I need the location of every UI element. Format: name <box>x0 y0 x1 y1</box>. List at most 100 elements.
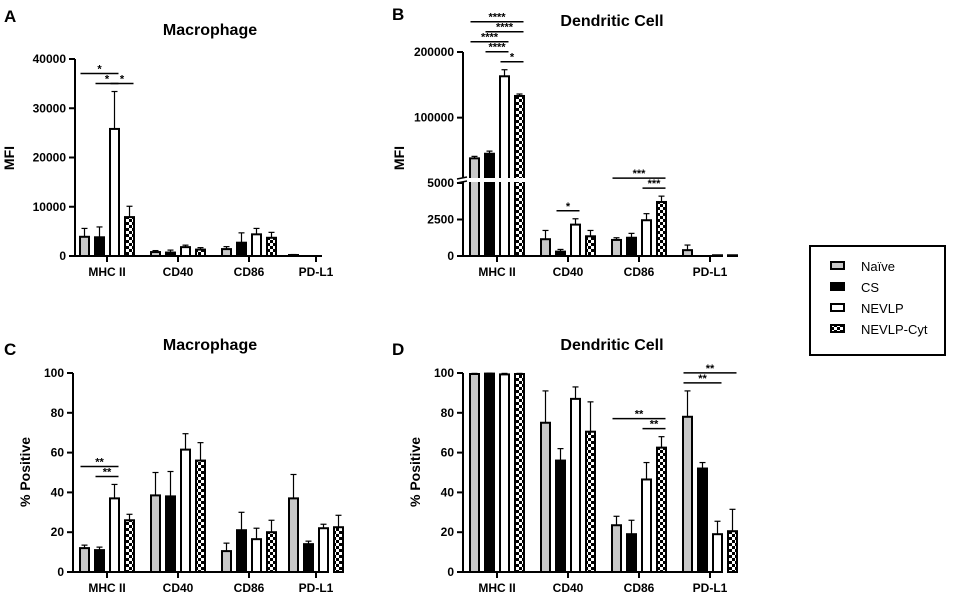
significance-label: **** <box>488 12 506 24</box>
bar-na-ve-cd86 <box>611 524 622 573</box>
significance-label: **** <box>481 32 499 44</box>
y-tick-label: 40000 <box>33 52 67 66</box>
bar-na-ve-pd-l1 <box>288 497 299 573</box>
significance-label: ** <box>698 373 707 385</box>
bar-nevlp-cyt-pd-l1 <box>333 526 344 573</box>
bar-nevlp-cd86 <box>641 478 652 573</box>
chart-title: Dendritic Cell <box>560 337 663 354</box>
bar-cs-mhc-ii <box>484 372 495 573</box>
bar-nevlp-mhc-ii <box>499 75 510 257</box>
y-tick-label: 200000 <box>414 45 454 59</box>
legend-swatch-nevlp-cyt <box>830 324 845 333</box>
y-axis-label: MFI <box>1 146 17 170</box>
bar-nevlp-cd40 <box>570 223 581 257</box>
x-tick-label: CD86 <box>234 581 265 595</box>
bar-nevlp-cd86 <box>641 219 652 257</box>
bar-na-ve-cd40 <box>540 421 551 573</box>
panel-label: A <box>4 7 16 26</box>
bar-nevlp-cyt-cd40 <box>585 235 596 257</box>
chart-title: Dendritic Cell <box>560 13 663 30</box>
bar-na-ve-cd86 <box>611 238 622 258</box>
bar-na-ve-mhc-ii <box>469 157 480 257</box>
bar-nevlp-cyt-cd86 <box>656 446 667 573</box>
significance-label: ** <box>706 363 715 375</box>
chart-title: Macrophage <box>163 22 257 39</box>
x-tick-label: CD40 <box>553 265 584 279</box>
y-tick-label: 100000 <box>414 111 454 125</box>
bar-cs-pd-l1 <box>303 543 314 574</box>
bar-cs-pd-l1 <box>697 467 708 573</box>
chart-title: Macrophage <box>163 337 257 354</box>
x-tick-label: PD-L1 <box>299 265 334 279</box>
y-tick-label: 10000 <box>33 200 67 214</box>
x-tick-label: CD40 <box>163 265 194 279</box>
bar-cs-cd40 <box>165 495 176 574</box>
bar-nevlp-cyt-cd86 <box>656 200 667 257</box>
panel-label: D <box>392 340 404 359</box>
legend: Naïve CS NEVLP NEVLP-Cyt <box>809 245 946 356</box>
x-tick-label: PD-L1 <box>693 265 728 279</box>
panel-label: B <box>392 5 404 24</box>
y-tick-label: 20000 <box>33 151 67 165</box>
x-tick-label: MHC II <box>478 581 515 595</box>
bar-nevlp-cd40 <box>570 397 581 573</box>
bar-cs-mhc-ii <box>484 152 495 257</box>
legend-label: CS <box>861 280 879 295</box>
bar-nevlp-cyt-cd40 <box>585 430 596 573</box>
bar-na-ve-cd40 <box>540 238 551 258</box>
legend-swatch-na-ve <box>830 261 845 270</box>
x-tick-label: CD40 <box>163 581 194 595</box>
panel-a: A Macrophage MFI 0 10000 20000 30000 40000 MHC I… <box>1 7 334 279</box>
bar-nevlp-cyt-mhc-ii <box>514 372 525 573</box>
panel-b: B Dendritic Cell MFI 0 2500 5000 100000 200000 M… <box>391 5 738 279</box>
bar-nevlp-mhc-ii <box>109 497 120 573</box>
significance-label: ** <box>103 466 112 478</box>
legend-label: NEVLP <box>861 301 904 316</box>
bar-nevlp-pd-l1 <box>712 533 723 574</box>
bar-nevlp-cyt-cd86 <box>266 236 277 257</box>
y-axis-label: % Positive <box>407 437 423 507</box>
x-tick-label: CD86 <box>234 265 265 279</box>
significance-label: * <box>105 74 110 86</box>
bar-nevlp-pd-l1 <box>318 527 329 573</box>
bar-na-ve-mhc-ii <box>79 547 90 573</box>
significance-label: * <box>510 52 515 64</box>
bar-nevlp-cd40 <box>180 246 191 257</box>
axis-break-gap <box>457 178 722 182</box>
y-tick-label: 80 <box>51 406 65 420</box>
bar-nevlp-cyt-mhc-ii <box>514 94 525 257</box>
x-tick-label: MHC II <box>88 265 125 279</box>
bar-nevlp-mhc-ii <box>109 127 120 257</box>
bar-cs-cd86 <box>626 236 637 257</box>
significance-label: *** <box>648 178 662 190</box>
bar-na-ve-cd86 <box>221 550 232 573</box>
bar-na-ve-mhc-ii <box>79 235 90 257</box>
bar-na-ve-pd-l1 <box>682 415 693 573</box>
bar-nevlp-cd86 <box>251 538 262 573</box>
y-tick-label: 0 <box>59 249 66 263</box>
x-tick-label: CD86 <box>624 265 655 279</box>
y-tick-label: 40 <box>51 485 65 499</box>
y-tick-label: 20 <box>51 525 65 539</box>
panel-c: C Macrophage % Positive 0 20 40 60 80 100 MHC II C… <box>4 337 344 595</box>
significance-label: *** <box>633 168 647 180</box>
bar-nevlp-cyt-pd-l1 <box>727 530 738 574</box>
y-axis-label: % Positive <box>17 437 33 507</box>
x-tick-label: MHC II <box>478 265 515 279</box>
legend-label: Naïve <box>861 259 895 274</box>
y-tick-label: 0 <box>447 249 454 263</box>
bar-nevlp-cyt-pd-l1 <box>727 254 738 258</box>
x-tick-label: CD40 <box>553 581 584 595</box>
panel-d: D Dendritic Cell % Positive 0 20 40 60 80 100 MHC… <box>392 337 738 595</box>
significance-label: * <box>97 64 102 76</box>
y-tick-label: 0 <box>57 565 64 579</box>
bar-na-ve-cd40 <box>150 494 161 574</box>
x-tick-label: PD-L1 <box>299 581 334 595</box>
y-tick-label: 60 <box>441 446 455 460</box>
y-tick-label: 100 <box>44 366 64 380</box>
bar-nevlp-cd86 <box>251 233 262 258</box>
significance-label: **** <box>488 42 506 54</box>
panel-label: C <box>4 340 16 359</box>
legend-label: NEVLP-Cyt <box>861 322 928 337</box>
y-tick-label: 60 <box>51 446 65 460</box>
